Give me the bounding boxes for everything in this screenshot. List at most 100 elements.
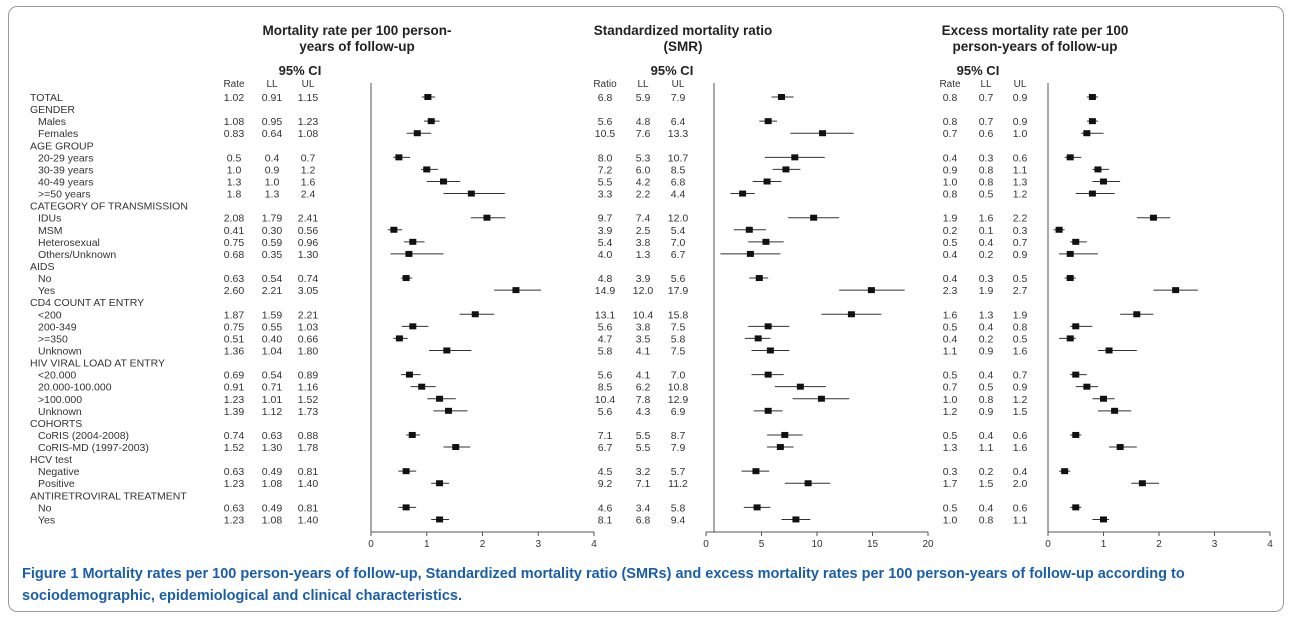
value-cell: 5.5 [598,176,613,188]
value-cell: 0.49 [262,502,283,514]
value-cell: 1.3 [227,176,242,188]
value-cell: 1.36 [224,345,245,357]
value-cell: 9.4 [671,514,686,526]
value-cell: 7.8 [636,394,651,406]
value-cell: 10.4 [633,309,654,321]
value-cell: 0.64 [262,128,283,140]
row-label: No [38,502,52,514]
value-cell: 0.88 [298,430,319,442]
value-cell: 0.9 [979,345,994,357]
point-estimate [1066,275,1074,282]
value-cell: 5.8 [671,333,686,345]
value-cell: 1.02 [224,92,245,104]
value-cell: 1.5 [979,478,994,490]
row-group-label: COHORTS [30,418,82,430]
value-cell: 12.0 [633,285,654,297]
point-estimate [452,444,460,451]
value-cell: 0.4 [979,370,994,382]
value-cell: 1.80 [298,345,319,357]
value-cell: 17.9 [668,285,689,297]
point-estimate [764,323,772,330]
value-cell: 0.9 [265,164,280,176]
caption-text: Mortality rates per 100 person-years of … [22,566,1185,604]
value-cell: 1.3 [636,249,651,261]
x-tick-label: 5 [759,539,765,550]
value-cell: 0.8 [979,514,994,526]
point-estimate [395,335,403,342]
point-estimate [1100,178,1107,185]
value-cell: 1.30 [298,249,319,261]
value-cell: 7.5 [671,345,686,357]
value-cell: 3.3 [598,189,613,201]
point-estimate [467,190,475,197]
value-cell: 1.79 [262,213,283,225]
value-cell: 1.1 [943,345,958,357]
value-cell: 0.68 [224,249,245,261]
figure-caption: Figure 1 Mortality rates per 100 person-… [22,563,1272,607]
point-estimate [1066,250,1074,257]
value-cell: 0.3 [979,152,994,164]
value-cell: 2.5 [636,225,651,237]
value-cell: 0.7 [1013,370,1028,382]
value-cell: 0.63 [224,466,245,478]
value-cell: 0.7 [943,382,958,394]
point-estimate [762,238,770,245]
point-estimate [763,178,771,185]
value-cell: 1.08 [224,116,245,128]
value-cell: 0.81 [298,466,319,478]
value-cell: 0.7 [979,116,994,128]
point-estimate [804,480,812,487]
x-tick-label: 0 [368,539,374,550]
value-cell: 0.5 [943,502,958,514]
value-cell: 4.4 [671,189,686,201]
value-cell: 1.16 [298,382,319,394]
value-cell: 0.51 [224,333,245,345]
point-estimate [409,238,417,245]
value-cell: 0.54 [262,273,283,285]
value-cell: 3.9 [636,273,651,285]
row-group-label: AIDS [30,261,55,273]
point-estimate [1072,431,1080,438]
value-cell: 1.23 [298,116,319,128]
value-cell: 1.3 [979,309,994,321]
value-cell: 2.4 [301,189,316,201]
value-cell: 0.69 [224,370,245,382]
value-cell: 1.08 [298,128,319,140]
value-cell: 8.5 [671,164,686,176]
value-cell: 0.81 [298,502,319,514]
point-estimate [753,504,761,511]
value-cell: 0.5 [979,189,994,201]
value-cell: 0.3 [1013,225,1028,237]
point-estimate [764,371,772,378]
column-header: LL [637,79,649,90]
value-cell: 3.05 [298,285,319,297]
x-tick-label: 20 [922,539,934,550]
value-cell: 1.9 [1013,309,1028,321]
value-cell: 9.2 [598,478,613,490]
value-cell: 4.5 [598,466,613,478]
x-tick-label: 0 [1045,539,1051,550]
value-cell: 0.5 [943,321,958,333]
point-estimate [405,250,413,257]
value-cell: 2.0 [1013,478,1028,490]
row-group-label: HIV VIRAL LOAD AT ENTRY [30,358,165,370]
point-estimate [1072,323,1080,330]
value-cell: 5.6 [598,370,613,382]
value-cell: 1.1 [979,442,994,454]
point-estimate [444,407,452,414]
value-cell: 0.3 [943,466,958,478]
ci-header: 95% CI [957,63,1000,78]
value-cell: 1.8 [227,189,242,201]
value-cell: 3.9 [598,225,613,237]
value-cell: 1.3 [265,189,280,201]
value-cell: 0.96 [298,237,319,249]
value-cell: 0.71 [262,382,283,394]
value-cell: 6.0 [636,164,651,176]
point-estimate [512,287,520,294]
value-cell: 0.4 [943,249,958,261]
value-cell: 1.2 [301,164,316,176]
value-cell: 10.8 [668,382,689,394]
value-cell: 0.5 [1013,333,1028,345]
value-cell: 0.4 [943,152,958,164]
value-cell: 12.0 [668,213,689,225]
